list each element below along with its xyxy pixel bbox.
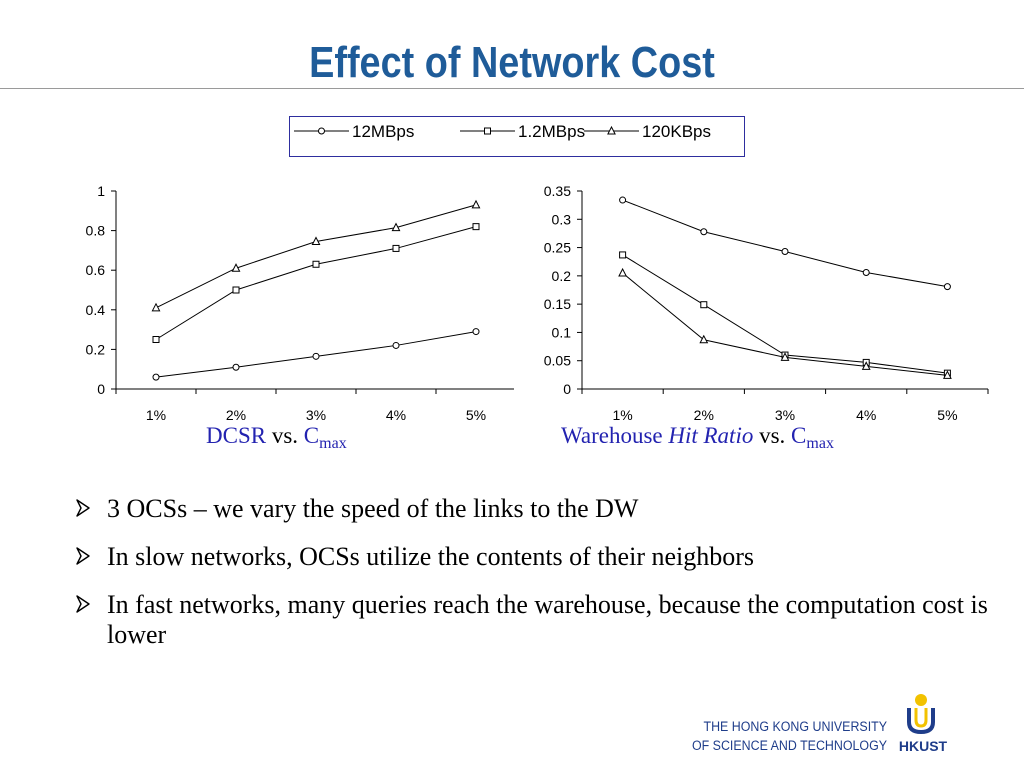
data-point — [231, 263, 241, 272]
hit-ratio-caption-italic: Hit Ratio — [668, 423, 754, 448]
y-tick-label: 0.3 — [552, 211, 572, 227]
dcsr-caption-var: C — [303, 423, 320, 448]
y-tick-label: 0 — [563, 381, 571, 397]
y-tick-label: 0.35 — [544, 183, 571, 199]
data-point — [392, 341, 400, 349]
data-point — [392, 244, 400, 252]
legend-marker — [484, 127, 491, 135]
data-point — [151, 302, 161, 312]
logo-sun-icon — [915, 694, 927, 706]
dcsr-caption: DCSR vs. Cmax — [206, 423, 347, 453]
x-tick-label: 4% — [856, 407, 876, 423]
hit-ratio-caption-vs: vs. — [759, 423, 786, 448]
legend-marker — [607, 125, 616, 135]
data-point — [391, 222, 401, 232]
data-point — [862, 268, 870, 276]
data-point — [232, 363, 240, 371]
y-tick-label: 0.2 — [86, 341, 106, 357]
y-tick-label: 0.25 — [544, 240, 571, 256]
arrow-bullet-icon — [76, 547, 90, 565]
bullet-list: 3 OCSs – we vary the speed of the links … — [76, 494, 996, 668]
data-point — [700, 228, 708, 236]
y-tick-label: 0.6 — [86, 262, 106, 278]
x-tick-label: 3% — [775, 407, 795, 423]
arrow-bullet-icon — [76, 595, 90, 613]
data-point — [619, 196, 627, 204]
university-name-line1: THE HONG KONG UNIVERSITY — [703, 719, 887, 734]
data-point — [619, 251, 627, 259]
series-line — [622, 199, 948, 288]
y-tick-label: 0.05 — [544, 353, 571, 369]
data-point — [781, 248, 789, 256]
hit-ratio-caption: Warehouse Hit Ratio vs. Cmax — [561, 423, 834, 453]
data-point — [152, 336, 160, 343]
data-point — [780, 352, 790, 361]
data-point — [618, 267, 628, 277]
data-point — [312, 352, 320, 360]
data-point — [471, 199, 481, 209]
x-tick-label: 5% — [937, 407, 957, 423]
dcsr-chart: 0 0.2 0.4 0.6 0.8 1 1% 2% 3% 4% 5% — [64, 176, 517, 431]
hkust-logo: HKUST — [899, 694, 948, 754]
data-point — [699, 334, 709, 344]
data-point — [311, 236, 321, 245]
y-tick-label: 0.2 — [552, 268, 572, 284]
y-tick-label: 0 — [97, 381, 105, 397]
bullet-item: In slow networks, OCSs utilize the conte… — [76, 542, 996, 572]
chart-legend: 12MBps 1.2MBps 120KBps — [289, 116, 745, 157]
dcsr-caption-sub: max — [319, 435, 347, 452]
y-tick-label: 0.1 — [552, 324, 572, 340]
hit-ratio-caption-var: C — [791, 423, 807, 448]
dcsr-caption-main: DCSR — [206, 423, 267, 448]
logo-inner-emblem-icon — [914, 708, 928, 728]
data-point — [472, 328, 480, 336]
bullet-text: In fast networks, many queries reach the… — [107, 590, 988, 649]
data-point — [942, 370, 952, 379]
y-tick-label: 1 — [97, 183, 105, 199]
legend-label: 1.2MBps — [518, 122, 585, 141]
data-point — [861, 361, 871, 370]
hit-ratio-chart-svg: 0 0.05 0.1 0.15 0.2 0.25 0.3 0.35 1% 2% 3% 4% 5% — [544, 183, 989, 423]
bullet-text: In slow networks, OCSs utilize the conte… — [107, 542, 755, 571]
dcsr-chart-svg: 0 0.2 0.4 0.6 0.8 1 1% 2% 3% 4% 5% — [86, 183, 517, 423]
data-point — [943, 283, 951, 291]
y-tick-label: 0.15 — [544, 296, 571, 312]
slide-title: Effect of Network Cost — [309, 38, 715, 87]
university-name: THE HONG KONG UNIVERSITY OF SCIENCE AND … — [692, 717, 887, 755]
series-line — [155, 204, 477, 309]
bullet-item: In fast networks, many queries reach the… — [76, 590, 996, 650]
bullet-text: 3 OCSs – we vary the speed of the links … — [107, 494, 639, 523]
hit-ratio-caption-sub: max — [806, 435, 834, 452]
x-tick-label: 3% — [306, 407, 326, 423]
data-point — [152, 373, 160, 381]
data-point — [472, 223, 480, 231]
hit-ratio-caption-main: Warehouse — [561, 423, 663, 448]
university-name-line2: OF SCIENCE AND TECHNOLOGY — [691, 738, 887, 753]
bullet-item: 3 OCSs – we vary the speed of the links … — [76, 494, 996, 524]
x-tick-label: 2% — [694, 407, 714, 423]
data-point — [312, 260, 320, 268]
legend-label: 12MBps — [352, 122, 414, 141]
data-point — [232, 286, 240, 294]
x-tick-label: 1% — [146, 407, 166, 423]
x-tick-label: 4% — [386, 407, 406, 423]
hit-ratio-chart: 0 0.05 0.1 0.15 0.2 0.25 0.3 0.35 1% 2% 3% 4% 5% — [520, 176, 990, 431]
logo-wordmark: HKUST — [899, 738, 948, 754]
logo-emblem-icon — [907, 708, 935, 735]
x-tick-label: 2% — [226, 407, 246, 423]
x-tick-label: 5% — [466, 407, 486, 423]
y-tick-label: 0.8 — [86, 223, 106, 239]
arrow-bullet-icon — [76, 499, 90, 517]
data-point — [700, 301, 708, 309]
legend-marker — [318, 127, 325, 135]
x-tick-label: 1% — [612, 407, 632, 423]
dcsr-caption-vs: vs. — [271, 423, 299, 448]
y-tick-label: 0.4 — [86, 302, 106, 318]
legend-label: 120KBps — [642, 122, 711, 141]
legend-graphic: 12MBps 1.2MBps 120KBps — [294, 122, 711, 141]
title-divider — [0, 88, 1024, 89]
